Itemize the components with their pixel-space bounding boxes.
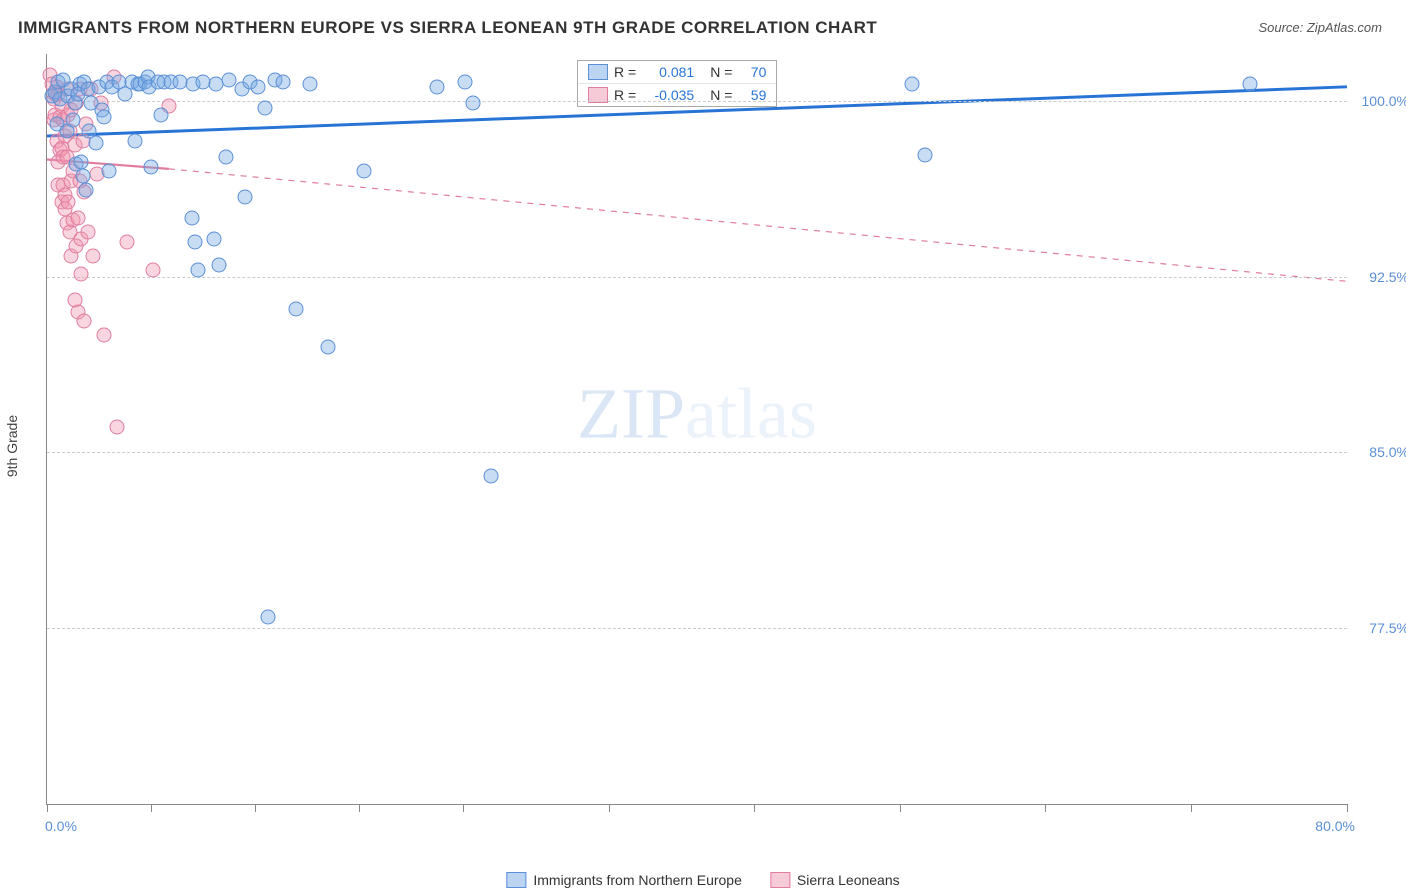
data-point xyxy=(75,168,90,183)
data-point xyxy=(212,257,227,272)
data-point xyxy=(88,136,103,151)
data-point xyxy=(257,100,272,115)
data-point xyxy=(191,262,206,277)
swatch-pink-icon xyxy=(770,872,790,888)
data-point xyxy=(218,150,233,165)
data-point xyxy=(356,164,371,179)
data-point xyxy=(145,262,160,277)
x-axis-max-label: 80.0% xyxy=(1315,818,1355,834)
x-tick xyxy=(900,804,901,812)
data-point xyxy=(303,77,318,92)
data-point xyxy=(1242,77,1257,92)
x-tick xyxy=(47,804,48,812)
data-point xyxy=(77,314,92,329)
data-point xyxy=(74,267,89,282)
trend-line xyxy=(169,169,1347,282)
data-point xyxy=(238,189,253,204)
data-point xyxy=(80,225,95,240)
y-tick-label: 85.0% xyxy=(1355,444,1406,460)
data-point xyxy=(74,154,89,169)
data-point xyxy=(101,164,116,179)
data-point xyxy=(321,339,336,354)
data-point xyxy=(96,110,111,125)
gridline xyxy=(47,277,1347,278)
legend-item-pink: Sierra Leoneans xyxy=(770,872,900,888)
data-point xyxy=(288,302,303,317)
data-point xyxy=(96,328,111,343)
swatch-blue-icon xyxy=(588,64,608,80)
legend-item-blue: Immigrants from Northern Europe xyxy=(506,872,742,888)
source-label: Source: xyxy=(1258,20,1306,35)
legend-row-blue: R = 0.081 N = 70 xyxy=(578,61,776,84)
swatch-blue-icon xyxy=(506,872,526,888)
data-point xyxy=(251,79,266,94)
data-point xyxy=(483,468,498,483)
x-tick xyxy=(463,804,464,812)
source-attribution: Source: ZipAtlas.com xyxy=(1258,20,1382,35)
x-tick xyxy=(151,804,152,812)
x-tick xyxy=(255,804,256,812)
data-point xyxy=(79,182,94,197)
data-point xyxy=(275,75,290,90)
chart-title: IMMIGRANTS FROM NORTHERN EUROPE VS SIERR… xyxy=(18,18,877,38)
data-point xyxy=(430,79,445,94)
data-point xyxy=(457,75,472,90)
data-point xyxy=(61,194,76,209)
legend-row-pink: R = -0.035 N = 59 xyxy=(578,84,776,106)
y-axis-label: 9th Grade xyxy=(4,415,20,477)
x-axis-min-label: 0.0% xyxy=(45,818,77,834)
y-tick-label: 92.5% xyxy=(1355,269,1406,285)
source-name: ZipAtlas.com xyxy=(1307,20,1382,35)
data-point xyxy=(85,248,100,263)
data-point xyxy=(261,609,276,624)
gridline xyxy=(47,452,1347,453)
data-point xyxy=(153,107,168,122)
x-tick xyxy=(1191,804,1192,812)
data-point xyxy=(187,234,202,249)
x-tick xyxy=(1045,804,1046,812)
data-point xyxy=(465,96,480,111)
blue-r-value: 0.081 xyxy=(642,64,694,80)
n-label: N = xyxy=(710,64,732,80)
data-point xyxy=(904,77,919,92)
plot-area: ZIPatlas R = 0.081 N = 70 R = -0.035 N =… xyxy=(46,54,1347,805)
data-point xyxy=(127,133,142,148)
gridline xyxy=(47,628,1347,629)
x-tick xyxy=(754,804,755,812)
x-tick xyxy=(609,804,610,812)
series-legend: Immigrants from Northern Europe Sierra L… xyxy=(506,872,899,888)
legend-blue-label: Immigrants from Northern Europe xyxy=(533,872,742,888)
data-point xyxy=(917,147,932,162)
r-label: R = xyxy=(614,64,636,80)
y-tick-label: 100.0% xyxy=(1355,93,1406,109)
data-point xyxy=(70,211,85,226)
data-point xyxy=(144,159,159,174)
y-tick-label: 77.5% xyxy=(1355,620,1406,636)
data-point xyxy=(119,234,134,249)
gridline xyxy=(47,101,1347,102)
data-point xyxy=(207,232,222,247)
legend-pink-label: Sierra Leoneans xyxy=(797,872,900,888)
x-tick xyxy=(359,804,360,812)
x-tick xyxy=(1347,804,1348,812)
data-point xyxy=(66,112,81,127)
blue-n-value: 70 xyxy=(738,64,766,80)
trend-lines-layer xyxy=(47,54,1347,804)
data-point xyxy=(184,211,199,226)
data-point xyxy=(109,419,124,434)
